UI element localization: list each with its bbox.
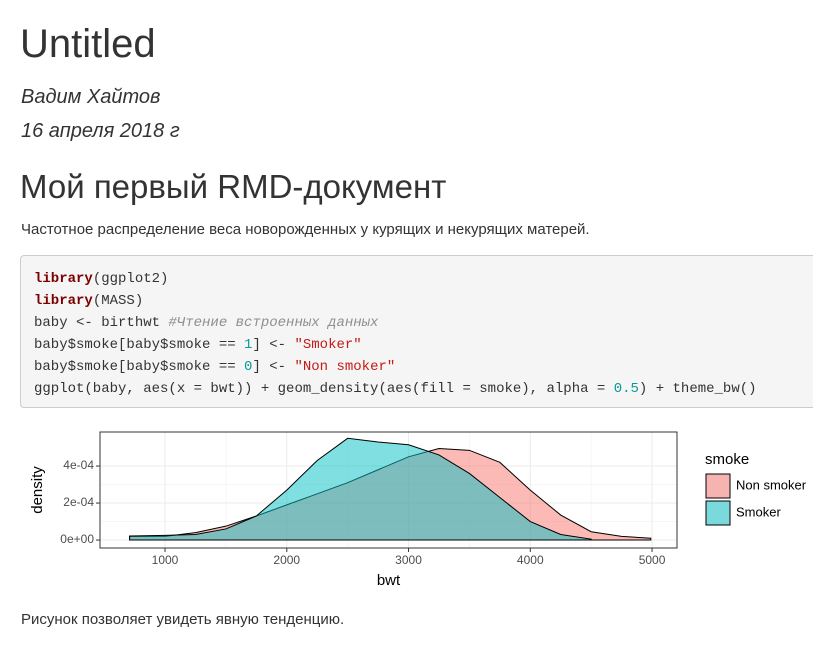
title: Untitled (20, 22, 156, 66)
x-tick-label: 2000 (273, 553, 300, 567)
code-token: 0.5 (613, 381, 639, 397)
code-token: library (34, 293, 93, 309)
code-token: ) + theme_bw() (638, 381, 757, 397)
y-tick-label: 4e-04 (63, 458, 94, 472)
code-token: baby$smoke[baby$smoke == (34, 359, 245, 375)
code-token: ggplot(baby, aes(x = bwt)) + geom_densit… (34, 381, 614, 397)
code-token: #Чтение встроенных данных (168, 315, 379, 331)
code-line: ggplot(baby, aes(x = bwt)) + geom_densit… (34, 378, 800, 400)
y-tick-label: 0e+00 (60, 532, 94, 546)
y-axis-label: density (29, 466, 46, 514)
code-token: library (34, 271, 93, 287)
y-tick-label: 2e-04 (63, 495, 94, 509)
code-token: baby$smoke[baby$smoke == (34, 337, 245, 353)
code-token: "Smoker" (294, 337, 362, 353)
code-line: baby$smoke[baby$smoke == 1] <- "Smoker" (34, 334, 800, 356)
code-token: (ggplot2) (92, 271, 169, 287)
caption: Рисунок позволяет увидеть явную тенденци… (21, 611, 345, 628)
code-line: library(MASS) (34, 290, 800, 312)
code-line: baby$smoke[baby$smoke == 0] <- "Non smok… (34, 356, 800, 378)
legend-key (705, 500, 731, 526)
intro: Частотное распределение веса новорожденн… (21, 221, 590, 238)
x-tick-label: 4000 (517, 553, 544, 567)
author: Вадим Хайтов (21, 86, 161, 108)
density-area (129, 437, 592, 541)
legend-label: Non smoker (736, 477, 807, 492)
chart: 1000 2000 3000 4000 5000 0e+00 2e-04 4e-04 bwt de… (29, 431, 807, 589)
legend-title: smoke (705, 451, 749, 468)
x-axis-label: bwt (377, 572, 401, 589)
legend-label: Smoker (736, 504, 781, 519)
code-token: ] <- (252, 359, 295, 375)
code-token: baby <- birthwt (34, 315, 169, 331)
code-line: baby <- birthwt #Чтение встроенных данны… (34, 312, 800, 334)
code-line: library(ggplot2) (34, 268, 800, 290)
code-token: (MASS) (92, 293, 144, 309)
x-tick-label: 5000 (639, 553, 666, 567)
x-tick-label: 3000 (395, 553, 422, 567)
code-token: 0 (244, 359, 253, 375)
code-token: "Non smoker" (294, 359, 396, 375)
x-tick-label: 1000 (152, 553, 179, 567)
panel-border (99, 431, 678, 549)
code-token: 1 (244, 337, 253, 353)
code-block: library(ggplot2) library(MASS) baby <- bir… (20, 255, 813, 408)
date: 16 апреля 2018 г (21, 120, 180, 142)
legend-key (705, 473, 731, 499)
heading: Мой первый RMD-документ (20, 168, 447, 205)
code-token: ] <- (252, 337, 295, 353)
